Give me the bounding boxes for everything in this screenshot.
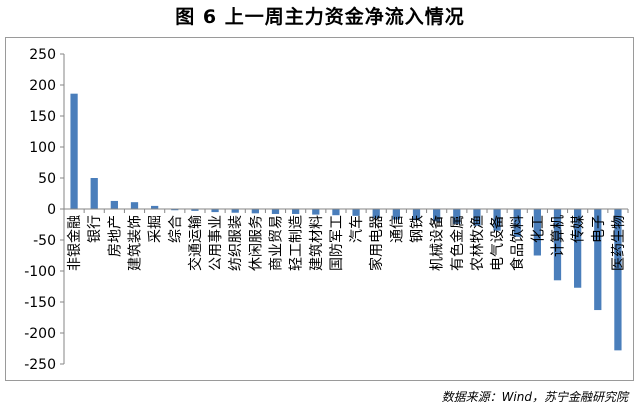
bar-汽车	[352, 209, 360, 216]
y-tick-label: 250	[29, 47, 56, 63]
bar-采掘	[151, 205, 159, 209]
chart-title: 图 6 上一周主力资金净流入情况	[175, 6, 465, 28]
bar-化工	[533, 209, 541, 256]
x-tick-label: 汽车	[348, 215, 365, 243]
bar-钢铁	[412, 209, 421, 221]
bar-农林牧渔	[473, 209, 481, 226]
x-tick-label: 休闲服务	[248, 215, 264, 271]
x-tick-label: 农林牧渔	[470, 215, 486, 271]
x-tick-label: 传媒	[571, 215, 587, 243]
bar-综合	[171, 209, 179, 211]
bar-交通运输	[191, 209, 199, 211]
bar-通信	[392, 209, 400, 220]
x-tick-label: 食品饮料	[509, 215, 526, 271]
bar-食品饮料	[513, 209, 521, 237]
x-tick-label: 综合	[168, 215, 184, 243]
bar-chart: 250 200 150 100 50 0 -50 -100 -150 -200 -250 非银金融银…	[24, 47, 629, 373]
bar-纺织服装	[231, 209, 239, 213]
bar-医药生物	[614, 209, 622, 351]
x-tick-label: 非银金融	[67, 215, 83, 271]
x-tick-label: 交通运输	[187, 215, 204, 271]
y-tick-label: 150	[29, 109, 56, 125]
bar-电子	[594, 209, 602, 311]
y-tick-label: -250	[24, 357, 56, 373]
y-tick-label: -150	[24, 295, 56, 311]
x-tick-label: 国防军工	[329, 215, 345, 271]
bar-非银金融	[70, 93, 78, 209]
x-tick-label: 银行	[87, 215, 103, 243]
x-tick-label: 电子	[591, 215, 607, 243]
y-tick-label: 200	[29, 78, 56, 94]
x-tick-label: 医药生物	[611, 215, 627, 271]
x-tick-label: 房地产	[107, 215, 123, 257]
x-tick-label: 轻工制造	[289, 215, 305, 271]
bar-机械设备	[433, 209, 441, 222]
bar-电气设备	[493, 209, 501, 231]
bar-建筑装饰	[130, 202, 139, 209]
x-tick-label: 有色金属	[449, 215, 466, 271]
bar-轻工制造	[292, 209, 300, 214]
bar-计算机	[553, 209, 562, 281]
y-tick-label: 0	[47, 202, 56, 218]
bar-公用事业	[211, 209, 219, 213]
y-tick-label: -50	[33, 233, 56, 249]
x-tick-label: 家用电器	[368, 215, 385, 271]
x-tick-label: 计算机	[551, 215, 567, 257]
bar-建筑材料	[312, 209, 320, 215]
bar-银行	[90, 178, 98, 209]
y-tick-label: 100	[29, 140, 56, 156]
bar-休闲服务	[251, 209, 259, 214]
y-tick-label: -100	[24, 264, 56, 280]
y-tick-label: -200	[24, 326, 56, 342]
x-tick-label: 电气设备	[489, 215, 506, 271]
x-tick-label: 纺织服装	[228, 215, 244, 271]
bar-商业贸易	[271, 209, 280, 214]
x-tick-label: 建筑材料	[309, 215, 325, 271]
data-source-note: 数据来源：Wind，苏宁金融研究院	[441, 390, 628, 404]
x-tick-label: 通信	[389, 215, 405, 243]
chart-frame: 250 200 150 100 50 0 -50 -100 -150 -200 -250 非银金融银…	[5, 37, 634, 381]
bar-国防军工	[332, 209, 340, 216]
bar-房地产	[110, 200, 118, 209]
x-tick-label: 机械设备	[429, 215, 446, 271]
x-tick-label: 采掘	[148, 215, 164, 243]
bars	[70, 93, 622, 351]
x-tick-label: 钢铁	[410, 215, 426, 243]
bar-家用电器	[372, 209, 380, 219]
y-tick-label: 50	[38, 171, 56, 187]
y-axis: 250 200 150 100 50 0 -50 -100 -150 -200 -250	[24, 47, 65, 373]
x-axis: 非银金融 银行 房地产 建筑装饰 采掘 综合 交通运输 公用事业 纺织服装 休闲服务 商业贸易 轻工制…	[63, 208, 629, 271]
bar-传媒	[574, 209, 582, 288]
x-tick-label: 商业贸易	[269, 215, 285, 271]
x-tick-label: 公用事业	[208, 215, 224, 271]
x-tick-label: 建筑装饰	[128, 215, 144, 271]
bar-有色金属	[453, 209, 461, 224]
x-tick-label: 化工	[530, 215, 546, 243]
